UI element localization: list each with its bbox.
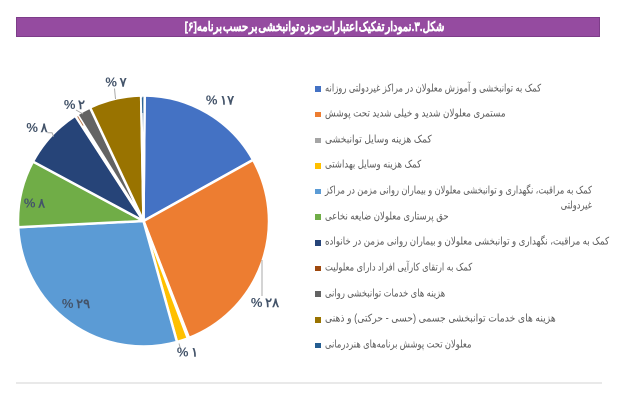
- svg-text:‎% ۸: ‎% ۸: [24, 196, 46, 211]
- svg-text:‎% ۱: ‎% ۱: [177, 345, 198, 360]
- svg-text:‎% ۲: ‎% ۲: [64, 97, 85, 112]
- svg-text:‎% ۲۸: ‎% ۲۸: [251, 295, 280, 310]
- svg-text:‎% ۲۹: ‎% ۲۹: [62, 296, 90, 311]
- svg-text:‎% ۱۷: ‎% ۱۷: [206, 93, 235, 108]
- svg-text:‎% ۷: ‎% ۷: [105, 75, 127, 90]
- svg-text:‎% ۸: ‎% ۸: [26, 120, 48, 135]
